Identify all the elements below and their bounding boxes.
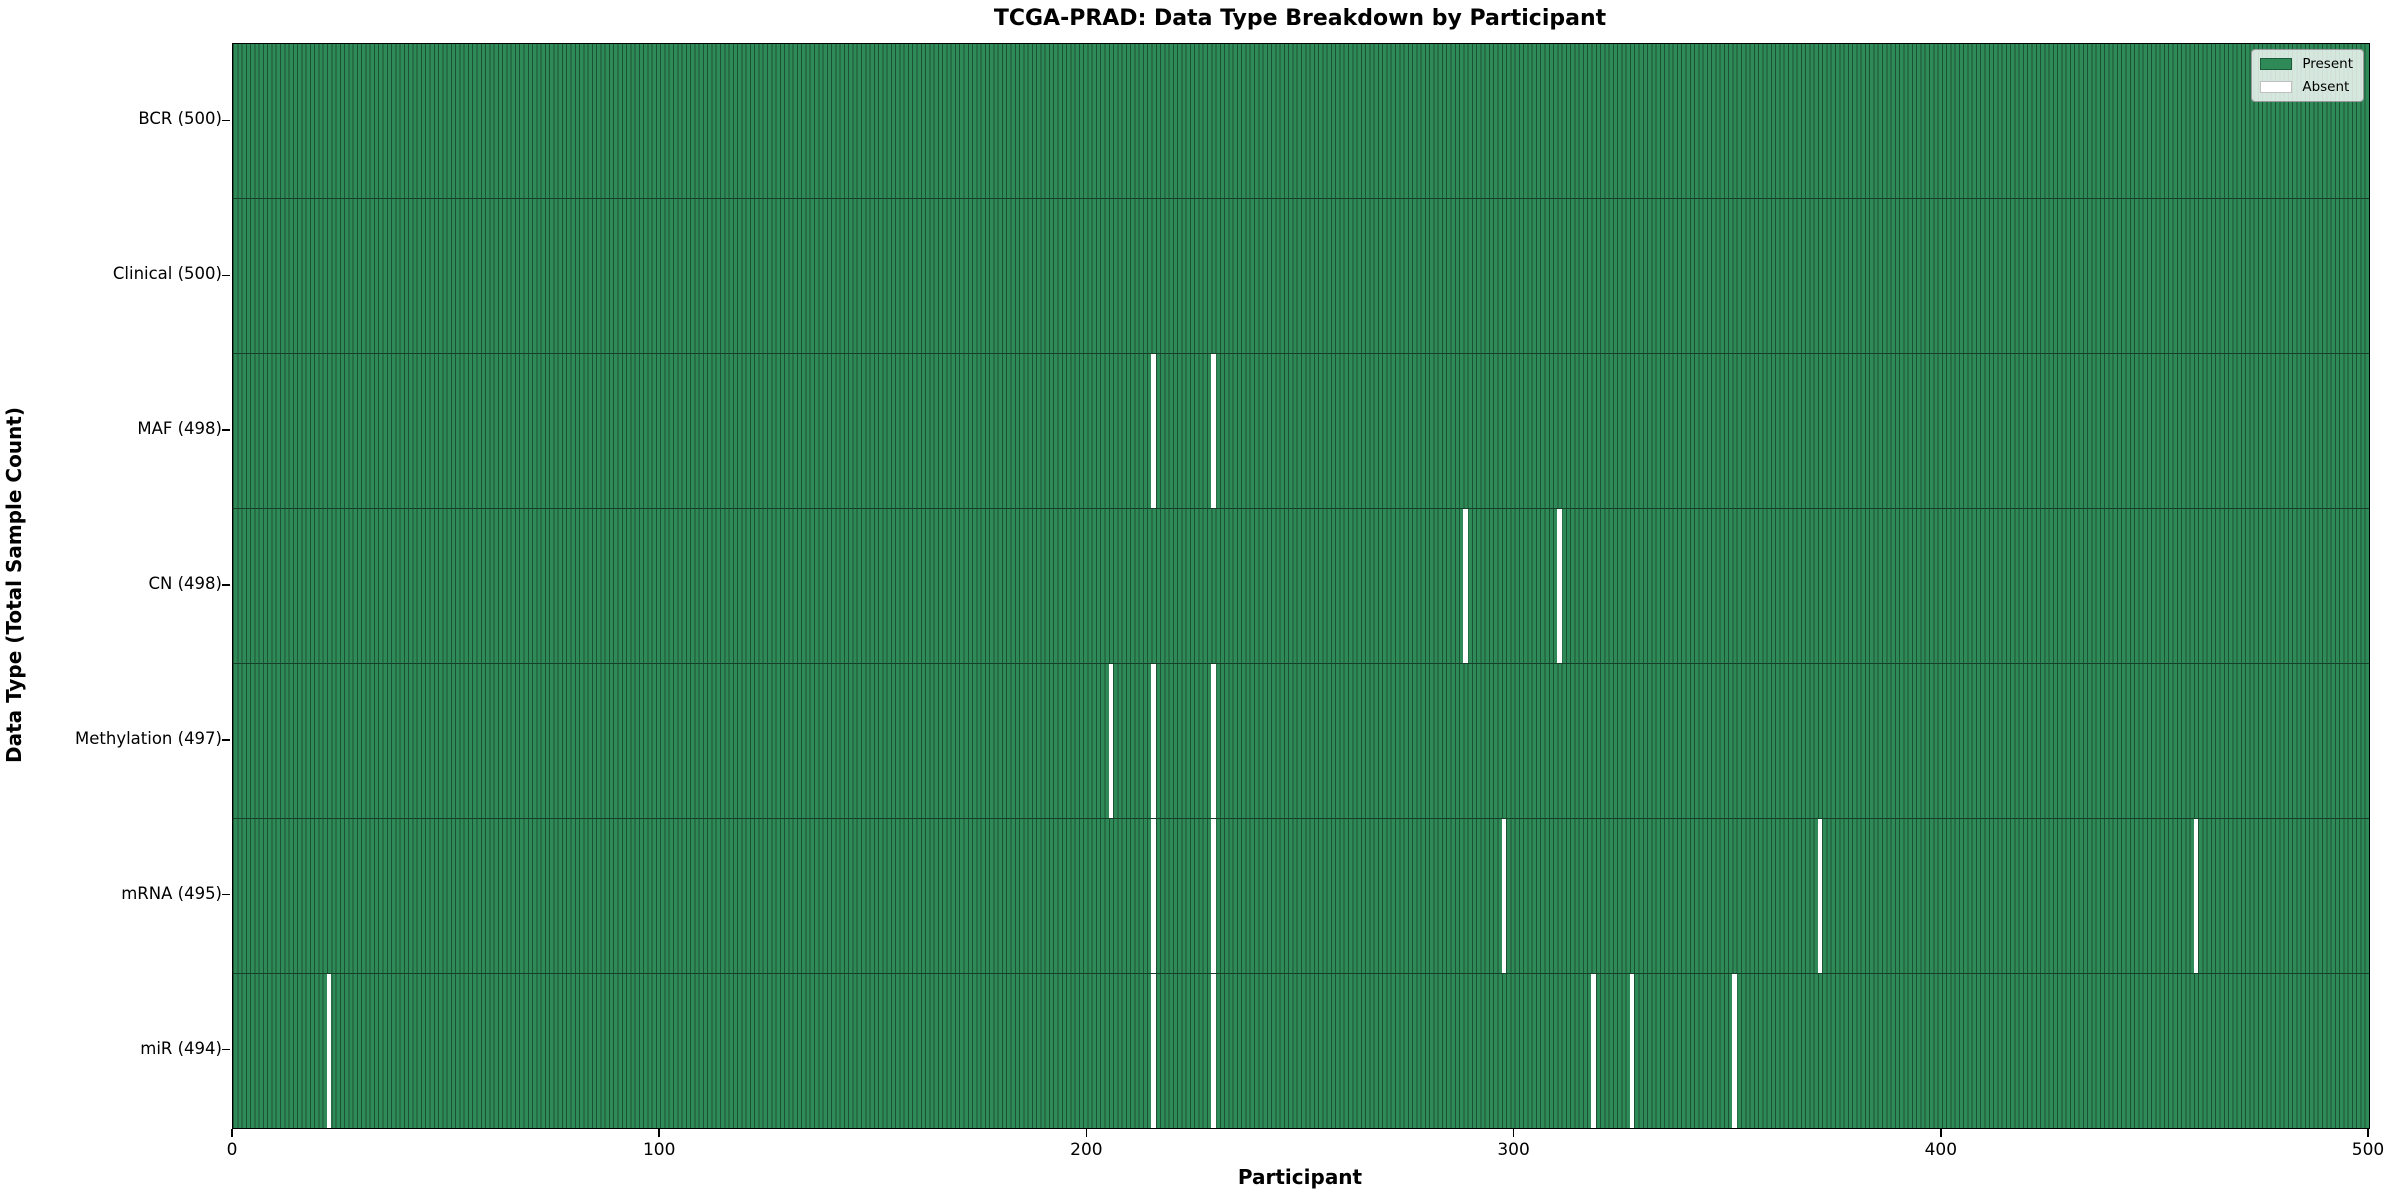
x-tick-mark [1085,1129,1088,1137]
row-methylation [233,663,2369,818]
absent-bar [326,974,332,1128]
x-tick-mark [2367,1129,2369,1137]
absent-bar [1629,974,1635,1128]
row-cn [233,508,2369,663]
x-tick-label: 300 [1497,1140,1530,1160]
absent-bar [1817,819,1823,973]
y-tick-mark [222,274,230,277]
chart-title: TCGA-PRAD: Data Type Breakdown by Partic… [993,6,1607,31]
absent-bar [1211,664,1216,818]
legend-item-absent: Absent [2260,79,2353,95]
row-maf [233,353,2369,508]
legend-absent-label: Absent [2302,79,2350,95]
absent-bar [1151,819,1156,973]
y-tick-label: mRNA (495) [121,883,222,903]
y-tick-mark [222,119,230,122]
absent-bar [1557,509,1562,663]
x-tick-label: 200 [1070,1140,1103,1160]
absent-swatch [2260,81,2293,93]
x-tick-label: 0 [226,1140,238,1160]
absent-bar [1151,974,1156,1128]
y-tick-label: BCR (500) [138,109,222,129]
present-swatch [2260,58,2293,70]
row-bcr [233,44,2369,198]
y-tick-label: Clinical (500) [112,264,222,284]
x-tick-mark [658,1129,660,1137]
y-tick-label: MAF (498) [137,419,222,439]
y-tick-label: Methylation (497) [75,728,222,748]
row-clinical [233,198,2369,353]
y-tick-mark [222,429,230,431]
absent-bar [1151,354,1156,508]
y-tick-mark [222,1048,230,1051]
row-mir [233,973,2369,1128]
absent-bar [1108,664,1114,818]
x-tick-mark [231,1129,233,1137]
absent-bar [1211,819,1216,973]
y-tick-label: miR (494) [140,1038,222,1058]
x-tick-mark [1512,1129,1515,1137]
heatmap-rows [233,44,2369,1128]
absent-bar [1151,664,1156,818]
row-mrna [233,818,2369,973]
y-tick-mark [222,584,230,586]
y-tick-label: CN (498) [148,574,222,593]
x-tick-mark [1940,1129,1942,1137]
absent-bar [2193,819,2199,973]
absent-bar [1501,819,1507,973]
x-tick-label: 100 [642,1140,676,1160]
absent-bar [1732,974,1737,1128]
legend-item-present: Present [2260,56,2353,72]
absent-bar [1463,509,1468,663]
x-tick-label: 400 [1924,1140,1958,1160]
absent-bar [1211,974,1216,1128]
legend: Present Absent [2251,49,2364,102]
absent-bar [1591,974,1596,1128]
x-axis-label: Participant [1237,1165,1363,1189]
x-tick-label: 500 [2351,1140,2385,1160]
y-axis-label: Data Type (Total Sample Count) [2,406,26,764]
legend-present-label: Present [2302,56,2353,72]
plot-area: Present Absent [232,43,2370,1129]
y-tick-mark [222,739,230,741]
absent-bar [1211,354,1216,508]
y-tick-mark [222,893,230,896]
